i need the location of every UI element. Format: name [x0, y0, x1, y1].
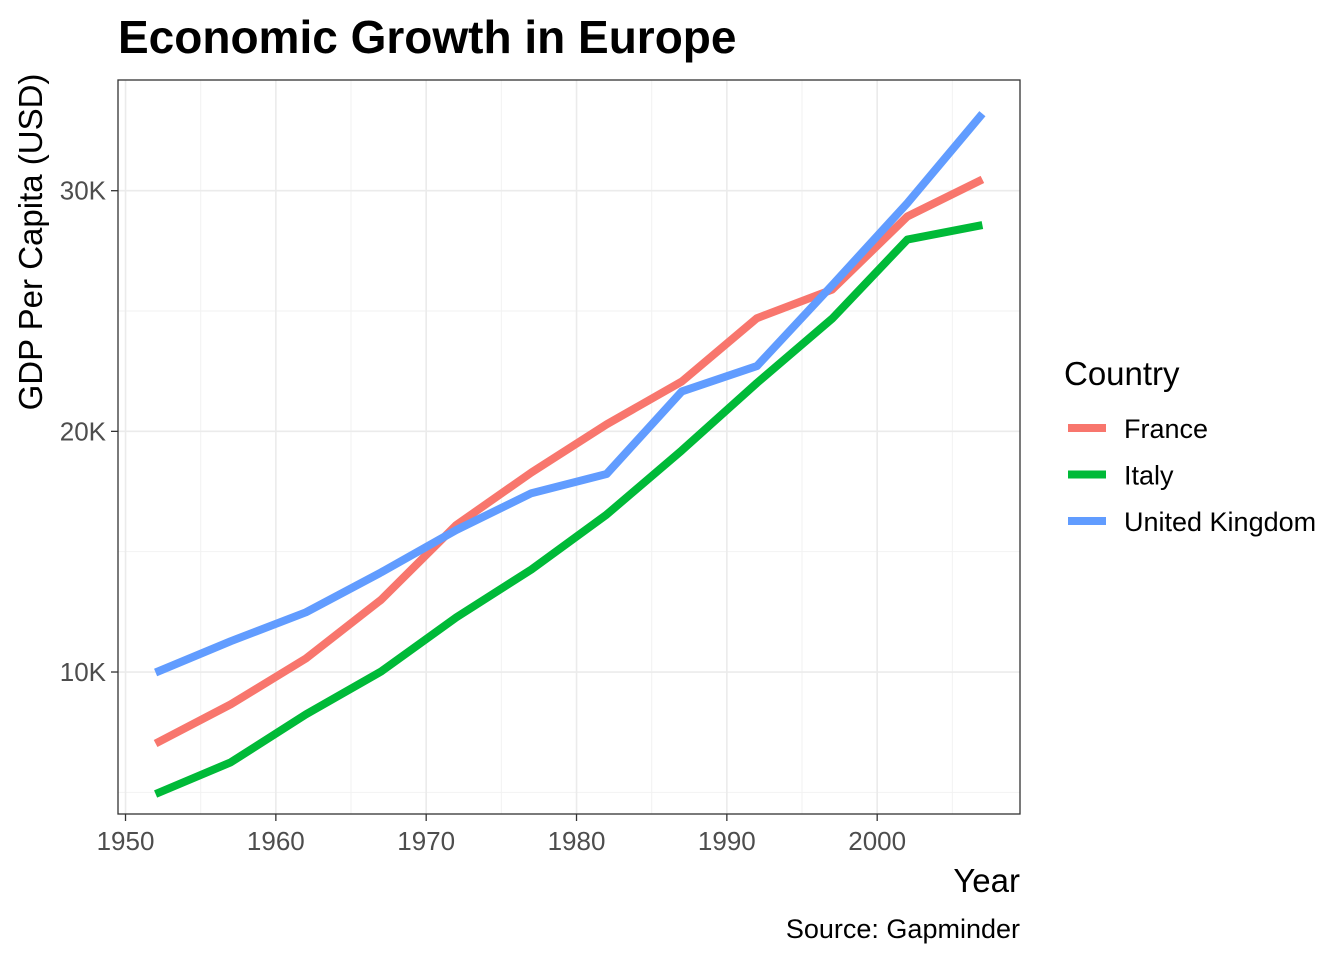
- series-line-united-kingdom: [154, 111, 986, 677]
- x-tick-label: 1980: [548, 826, 606, 856]
- x-tick-label: 1970: [397, 826, 455, 856]
- y-tick-label: 30K: [60, 176, 107, 206]
- legend-label: Italy: [1124, 461, 1174, 491]
- x-tick-label: 1950: [97, 826, 155, 856]
- legend-label: France: [1124, 414, 1208, 444]
- x-tick-label: 1960: [247, 826, 305, 856]
- series-lines: [153, 111, 986, 798]
- x-tick-label: 2000: [848, 826, 906, 856]
- x-axis-title: Year: [953, 862, 1020, 899]
- y-tick-label: 20K: [60, 416, 107, 446]
- plot-panel-border: [117, 79, 1021, 815]
- y-tick-label: 10K: [60, 657, 107, 687]
- series-line-france: [153, 175, 985, 748]
- x-tick-label: 1990: [698, 826, 756, 856]
- legend-title: Country: [1064, 355, 1180, 392]
- x-axis: 1950 1960 1970 1980 1990 2000: [97, 814, 906, 856]
- caption: Source: Gapminder: [786, 914, 1020, 944]
- legend-label: United Kingdom: [1124, 507, 1316, 537]
- chart-title: Economic Growth in Europe: [118, 11, 736, 63]
- y-axis-title: GDP Per Capita (USD): [12, 74, 49, 411]
- y-axis: 10K 20K 30K: [60, 176, 118, 687]
- series-line-italy: [154, 221, 984, 798]
- legend: Country France Italy United Kingdom: [1064, 355, 1316, 537]
